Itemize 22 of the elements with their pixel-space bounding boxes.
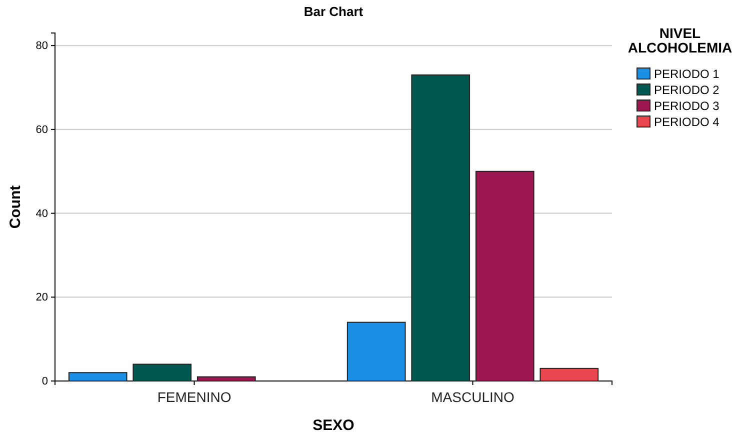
legend-label: PERIODO 3	[654, 99, 720, 113]
y-tick-label: 0	[42, 376, 48, 388]
bar	[411, 74, 470, 382]
y-tick-label: 40	[36, 208, 48, 220]
bar	[475, 170, 534, 382]
x-tick-label: MASCULINO	[431, 389, 514, 405]
legend-label: PERIODO 4	[654, 115, 720, 129]
bar	[68, 372, 128, 382]
bar	[196, 376, 256, 382]
bar	[132, 364, 192, 382]
y-tick-label: 80	[36, 40, 48, 52]
chart-title: Bar Chart	[304, 4, 364, 19]
legend-title: NIVEL ALCOHOLEMIA	[628, 25, 732, 56]
legend-label: PERIODO 2	[654, 83, 720, 97]
y-tick-label: 20	[36, 292, 48, 304]
y-tick-label: 60	[36, 124, 48, 136]
x-axis-title: SEXO	[312, 417, 355, 434]
x-tick-label: FEMENINO	[157, 389, 232, 405]
legend-label: PERIODO 1	[654, 67, 720, 81]
y-axis-title: Count	[7, 185, 24, 229]
bar	[540, 368, 599, 382]
bar	[346, 322, 406, 382]
